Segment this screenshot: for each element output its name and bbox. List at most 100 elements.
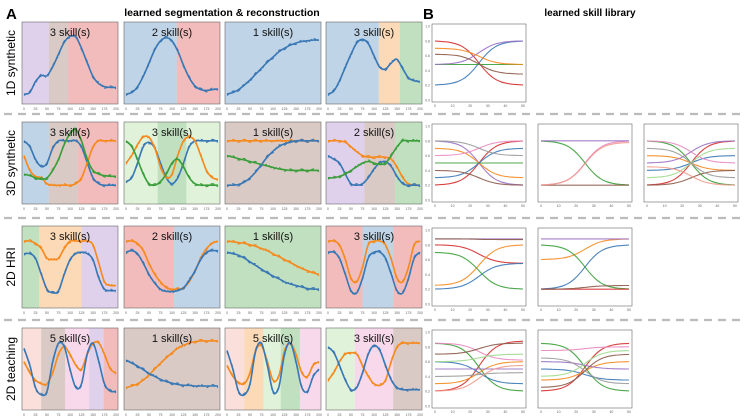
library-x-tick: 30 xyxy=(486,204,490,208)
x-tick-label: 75 xyxy=(57,311,61,315)
library-x-tick: 30 xyxy=(486,410,490,414)
x-tick-label: 50 xyxy=(45,107,49,111)
subplot-title: 3 skill(s) xyxy=(50,231,90,243)
x-tick-label: 100 xyxy=(67,413,73,417)
x-tick-label: 150 xyxy=(394,413,400,417)
series-line xyxy=(125,240,219,291)
library-y-tick: 1.0 xyxy=(425,25,430,29)
subplot: 0 25 50 75 100 125 150 175 200 3 skill(s) xyxy=(325,225,423,315)
library-y-tick: 1.0 xyxy=(425,125,430,129)
library-x-tick: 30 xyxy=(592,410,596,414)
x-tick-label: 0 xyxy=(327,107,329,111)
series-line xyxy=(125,359,218,387)
library-y-tick: 0.8 xyxy=(425,139,430,143)
library-panel: 0.0 0.2 0.4 0.6 0.8 1.0 0 10 20 30 40 50 xyxy=(425,227,527,312)
skill-curve xyxy=(434,147,524,179)
x-tick-label: 150 xyxy=(90,207,96,211)
library-y-tick: 0.0 xyxy=(425,303,430,307)
x-tick-label: 75 xyxy=(361,107,365,111)
series-line xyxy=(327,139,421,187)
x-tick-label: 200 xyxy=(215,413,221,417)
library-x-tick: 20 xyxy=(574,308,578,312)
x-tick-label: 100 xyxy=(371,107,377,111)
library-y-tick: 0.6 xyxy=(425,54,430,58)
x-tick-label: 25 xyxy=(136,107,140,111)
reconstruction-line xyxy=(327,238,421,283)
subplot: 0 25 50 75 100 125 150 175 200 1 skill(s) xyxy=(224,21,322,111)
x-tick-label: 100 xyxy=(270,413,276,417)
skill-curve xyxy=(434,364,524,392)
x-tick-label: 75 xyxy=(361,413,365,417)
x-tick-label: 25 xyxy=(237,207,241,211)
reconstruction-line xyxy=(226,251,320,292)
reconstruction-line xyxy=(125,134,219,182)
panel-b-title: learned skill library xyxy=(544,8,636,19)
series-line xyxy=(23,139,116,187)
library-row: 0.0 0.2 0.4 0.6 0.8 1.0 0 10 20 30 40 50 0 10 20 30 40 50… xyxy=(425,123,739,208)
x-tick-label: 0 xyxy=(226,413,228,417)
x-tick-label: 150 xyxy=(394,107,400,111)
x-tick-label: 0 xyxy=(125,207,127,211)
library-x-tick: 40 xyxy=(503,104,507,108)
library-y-tick: 0.8 xyxy=(425,345,430,349)
library-y-tick: 0.4 xyxy=(425,69,430,73)
axes-frame xyxy=(21,121,119,205)
x-tick-label: 50 xyxy=(147,413,151,417)
x-tick-label: 25 xyxy=(136,311,140,315)
library-axes-frame xyxy=(431,227,527,307)
x-tick-label: 125 xyxy=(79,107,85,111)
row-label: 3D synthetic xyxy=(4,130,18,196)
x-tick-label: 50 xyxy=(349,207,353,211)
segment-band xyxy=(22,226,40,308)
reconstruction-line xyxy=(226,239,320,277)
x-tick-label: 0 xyxy=(23,311,25,315)
x-tick-label: 175 xyxy=(102,107,108,111)
x-tick-label: 200 xyxy=(215,207,221,211)
library-x-tick: 30 xyxy=(486,104,490,108)
x-tick-label: 125 xyxy=(181,413,187,417)
skill-curve xyxy=(434,251,524,290)
skill-curve xyxy=(434,169,524,186)
x-tick-label: 175 xyxy=(102,207,108,211)
x-tick-label: 0 xyxy=(226,311,228,315)
library-x-tick: 50 xyxy=(521,308,525,312)
x-tick-label: 100 xyxy=(371,311,377,315)
x-tick-label: 75 xyxy=(159,413,163,417)
skill-curve xyxy=(540,244,630,290)
x-tick-label: 25 xyxy=(136,207,140,211)
panel-b-letter: B xyxy=(423,6,434,23)
reconstruction-line xyxy=(125,338,219,390)
library-x-tick: 0 xyxy=(434,410,436,414)
skill-curve xyxy=(434,342,524,361)
library-row: 0.0 0.2 0.4 0.6 0.8 1.0 0 10 20 30 40 50 0 10 20 30 40 50 xyxy=(425,329,633,414)
panel-a-letter: A xyxy=(6,6,17,23)
library-x-tick: 50 xyxy=(627,308,631,312)
reconstruction-line xyxy=(125,141,219,188)
x-tick-label: 75 xyxy=(260,311,264,315)
axes-frame xyxy=(123,121,221,205)
x-tick-label: 50 xyxy=(349,311,353,315)
skill-curve xyxy=(541,346,629,352)
library-x-tick: 50 xyxy=(521,204,525,208)
x-tick-label: 200 xyxy=(417,413,423,417)
x-tick-label: 75 xyxy=(57,107,61,111)
library-panel: 0.0 0.2 0.4 0.6 0.8 1.0 0 10 20 30 40 50 xyxy=(425,123,527,208)
library-x-tick: 40 xyxy=(609,308,613,312)
x-tick-label: 200 xyxy=(417,311,423,315)
skill-curve xyxy=(435,342,523,355)
skill-curve xyxy=(434,244,524,264)
subplot-title: 5 skill(s) xyxy=(253,333,293,345)
skill-curve xyxy=(540,350,630,377)
x-tick-label: 200 xyxy=(316,207,322,211)
x-tick-label: 200 xyxy=(113,107,119,111)
x-tick-label: 100 xyxy=(371,207,377,211)
skill-curve xyxy=(435,238,523,241)
x-tick-label: 200 xyxy=(113,207,119,211)
x-tick-label: 100 xyxy=(371,413,377,417)
subplot: 0 25 50 75 100 125 150 175 200 3 skill(s) xyxy=(21,121,119,211)
series-line xyxy=(125,36,219,95)
axes-frame xyxy=(21,21,119,105)
x-tick-label: 150 xyxy=(192,107,198,111)
reconstruction-line xyxy=(226,38,320,97)
